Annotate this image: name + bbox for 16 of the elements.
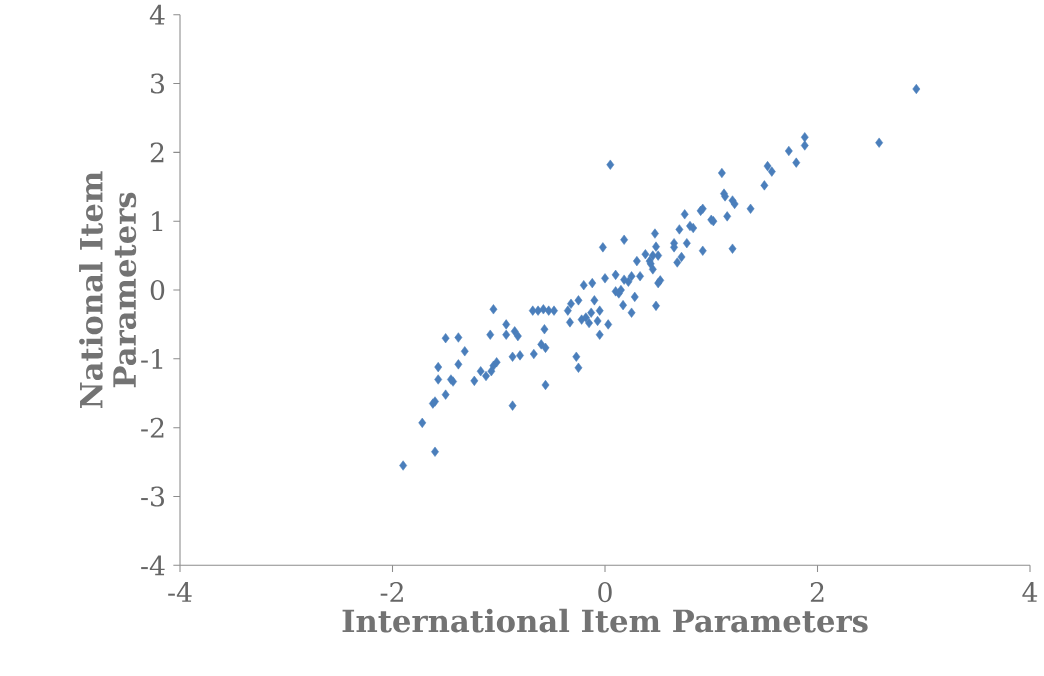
x-tick-label: 0 [598,582,612,603]
y-tick-label: -4 [141,555,165,576]
y-tick-label: 4 [149,4,165,25]
y-tick-label: -3 [141,486,164,507]
y-tick-label: -1 [141,348,163,369]
y-tick-label: 0 [150,279,165,301]
y-axis-title: National Item Parameters [79,171,137,409]
x-tick-label: 4 [1022,582,1038,602]
x-tick-label: -4 [168,582,192,602]
x-tick-label: 2 [810,582,824,602]
y-tick-label: 3 [151,73,164,94]
x-axis-title: International Item Parameters [342,608,868,633]
y-tick-label: 1 [152,211,163,232]
y-tick-label: -2 [141,417,164,438]
y-tick-label: 2 [150,142,164,163]
x-tick-label: -2 [380,582,403,602]
